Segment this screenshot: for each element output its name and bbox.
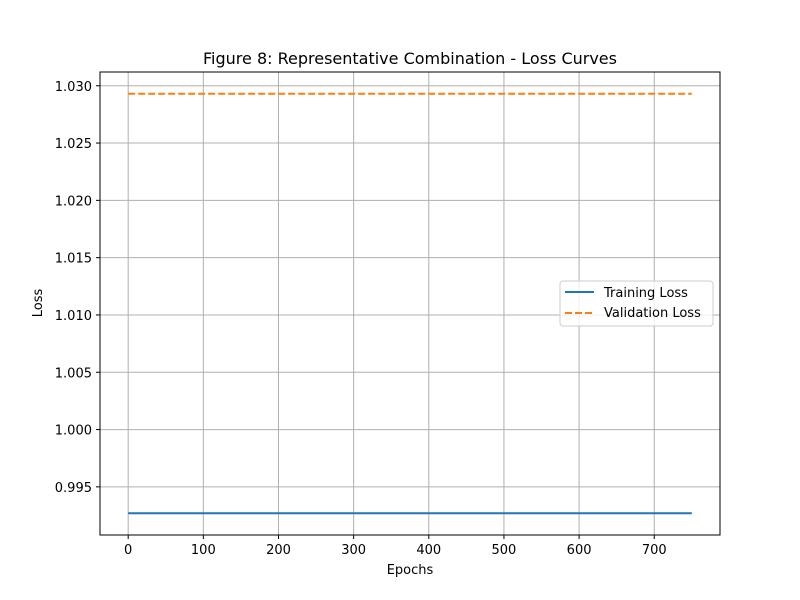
legend-label-validation-loss: Validation Loss xyxy=(604,306,701,321)
y-tick-label: 1.000 xyxy=(55,424,92,439)
x-tick-label: 600 xyxy=(567,543,592,558)
x-tick-label: 400 xyxy=(416,543,441,558)
y-axis-label: Loss xyxy=(31,289,46,318)
x-tick-label: 0 xyxy=(124,543,132,558)
grid-lines xyxy=(100,72,720,535)
y-tick-label: 1.030 xyxy=(55,80,92,95)
y-tick-label: 1.020 xyxy=(55,194,92,209)
legend-box xyxy=(559,280,714,327)
x-tick-label: 200 xyxy=(266,543,291,558)
x-tick-label: 300 xyxy=(341,543,366,558)
y-tick-label: 1.015 xyxy=(55,252,92,267)
chart-title: Figure 8: Representative Combination - L… xyxy=(203,49,617,68)
x-tick-label: 100 xyxy=(191,543,216,558)
y-tick-label: 1.005 xyxy=(55,366,92,381)
y-tick-label: 1.010 xyxy=(55,309,92,324)
y-tick-label: 0.995 xyxy=(55,481,92,496)
legend-label-training-loss: Training Loss xyxy=(603,286,688,301)
series-lines xyxy=(128,92,692,515)
plot-area-frame xyxy=(99,71,721,536)
x-axis-ticks: 0 100 200 300 400 500 600 700 xyxy=(124,535,667,558)
y-tick-label: 1.025 xyxy=(55,137,92,152)
y-axis-ticks: 0.995 1.000 1.005 1.010 1.015 1.020 1.025 1.030 xyxy=(55,80,100,496)
x-tick-label: 700 xyxy=(642,543,667,558)
x-axis-label: Epochs xyxy=(387,563,434,578)
legend: Training Loss Validation Loss xyxy=(559,280,714,327)
x-tick-label: 500 xyxy=(492,543,517,558)
